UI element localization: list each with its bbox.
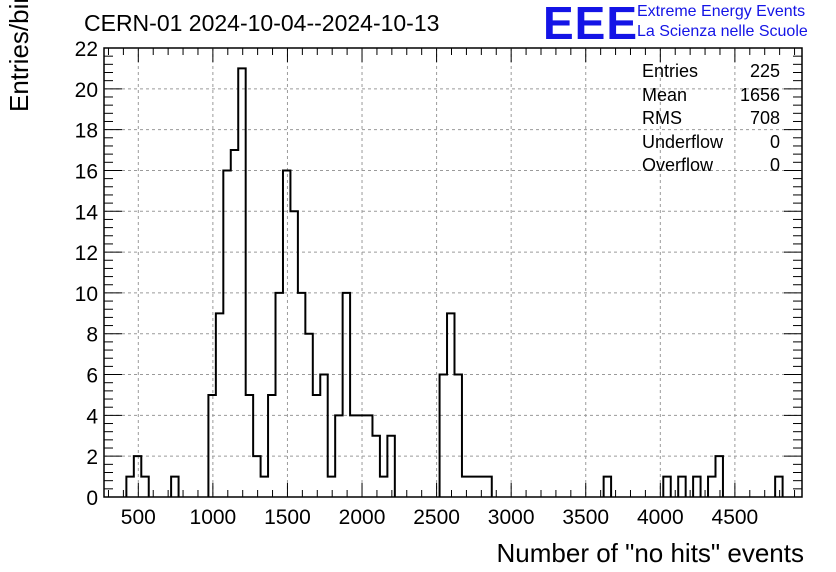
histogram-bin bbox=[715, 456, 722, 497]
y-tick-label: 6 bbox=[86, 365, 98, 388]
histogram-bin bbox=[387, 436, 394, 497]
y-axis-label: Entries/bin bbox=[4, 0, 34, 112]
histogram-bin bbox=[276, 293, 283, 497]
plot-frame bbox=[103, 47, 803, 498]
histogram-bin bbox=[678, 477, 685, 497]
histogram-bin bbox=[447, 313, 454, 497]
histogram-bin bbox=[290, 211, 297, 497]
chart-title: CERN-01 2024-10-04--2024-10-13 bbox=[84, 10, 440, 36]
histogram-bin bbox=[320, 375, 327, 497]
histogram-bin bbox=[380, 477, 387, 497]
y-tick-label: 16 bbox=[75, 160, 98, 183]
histogram-bin bbox=[126, 477, 133, 497]
histogram-bin bbox=[246, 395, 253, 497]
y-tick-label: 14 bbox=[75, 201, 99, 224]
histogram-bin bbox=[261, 477, 268, 497]
stats-row-rms: RMS 708 bbox=[642, 107, 780, 131]
y-tick-label: 20 bbox=[75, 79, 98, 102]
histogram-bin bbox=[208, 395, 215, 497]
x-tick-label: 3000 bbox=[488, 506, 535, 529]
histogram-bin bbox=[343, 293, 350, 497]
histogram-bin bbox=[216, 313, 223, 497]
histogram-bin bbox=[440, 375, 447, 497]
stats-label: RMS bbox=[642, 108, 682, 128]
histogram-bin bbox=[171, 477, 178, 497]
histogram-bin bbox=[253, 456, 260, 497]
x-axis-label: Number of "no hits" events bbox=[496, 538, 805, 568]
y-tick-label: 10 bbox=[75, 283, 98, 306]
y-tick-label: 12 bbox=[75, 242, 98, 265]
histogram-bin bbox=[313, 395, 320, 497]
y-tick-label: 0 bbox=[86, 487, 98, 510]
histogram-bin bbox=[328, 477, 335, 497]
stats-row-mean: Mean 1656 bbox=[642, 84, 780, 108]
logo-text-line1: Extreme Energy Events bbox=[637, 3, 806, 20]
histogram-bin bbox=[469, 477, 476, 497]
y-tick-label: 22 bbox=[75, 38, 98, 61]
x-tick-label: 2500 bbox=[413, 506, 460, 529]
histogram-bin bbox=[484, 477, 491, 497]
histogram-bin bbox=[693, 477, 700, 497]
histogram-outline bbox=[125, 67, 784, 497]
tick-labels: 500 1000 1500 2000 2500 3000 3500 4000 4500 0 2 4 6 8… bbox=[75, 38, 759, 529]
y-tick-label: 8 bbox=[86, 324, 98, 347]
stats-box: Entries 225 Mean 1656 RMS 708 Underflow … bbox=[642, 60, 780, 178]
y-tick-label: 4 bbox=[86, 405, 98, 428]
stats-row-entries: Entries 225 bbox=[642, 60, 780, 84]
stats-label: Overflow bbox=[642, 155, 714, 175]
y-tick-label: 18 bbox=[75, 120, 98, 143]
stats-value: 1656 bbox=[739, 84, 780, 105]
histogram-bin bbox=[462, 477, 469, 497]
stats-value: 0 bbox=[769, 155, 780, 175]
stats-label: Underflow bbox=[642, 131, 724, 152]
histogram-bin bbox=[454, 375, 461, 497]
logo-text-line2: La Scienza nelle Scuole bbox=[637, 23, 808, 40]
histogram-bin bbox=[231, 150, 238, 497]
stats-label: Entries bbox=[642, 61, 699, 81]
eee-logo: EEE bbox=[543, 0, 639, 49]
histogram-bin bbox=[708, 477, 715, 497]
axis-ticks bbox=[104, 47, 802, 498]
histogram-bin bbox=[268, 395, 275, 497]
stats-label: Mean bbox=[642, 84, 688, 105]
x-tick-label: 4500 bbox=[712, 506, 759, 529]
grid-lines bbox=[104, 48, 802, 497]
x-tick-label: 4000 bbox=[637, 506, 684, 529]
x-tick-label: 2000 bbox=[339, 506, 386, 529]
histogram-bin bbox=[141, 477, 148, 497]
stats-value: 708 bbox=[749, 108, 780, 128]
histogram-bin bbox=[298, 293, 305, 497]
x-tick-label: 1000 bbox=[190, 506, 237, 529]
histogram-bin bbox=[477, 477, 484, 497]
y-tick-label: 2 bbox=[86, 446, 98, 469]
stats-row-overflow: Overflow 0 bbox=[642, 154, 780, 178]
x-tick-label: 500 bbox=[121, 506, 156, 529]
histogram-bin bbox=[604, 477, 611, 497]
histogram-bin bbox=[775, 477, 782, 497]
x-tick-label: 1500 bbox=[264, 506, 311, 529]
histogram-bin bbox=[372, 436, 379, 497]
stats-value: 0 bbox=[769, 131, 780, 152]
histogram-bin bbox=[238, 68, 245, 497]
histogram-bin bbox=[134, 456, 141, 497]
histogram-bin bbox=[663, 477, 670, 497]
stats-row-underflow: Underflow 0 bbox=[642, 131, 780, 155]
x-tick-label: 3500 bbox=[562, 506, 609, 529]
stats-value: 225 bbox=[749, 61, 780, 81]
